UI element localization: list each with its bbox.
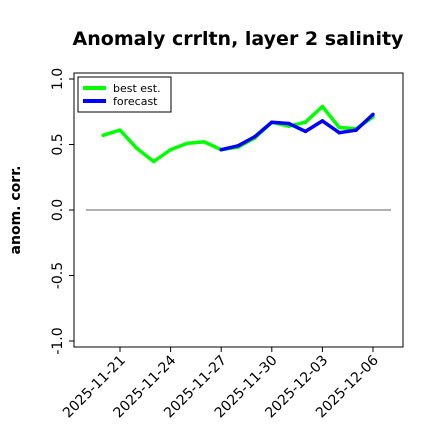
y-tick-label: 1.0	[50, 68, 66, 90]
data-point-forecast	[236, 144, 240, 148]
y-axis-label: anom. corr.	[8, 166, 24, 255]
legend: best est. forecast	[77, 76, 172, 113]
data-point-best-est	[168, 147, 173, 152]
data-point-best-est	[320, 104, 325, 109]
data-point-forecast	[253, 134, 257, 139]
data-point-best-est	[135, 146, 139, 151]
data-point-forecast	[219, 147, 223, 152]
data-point-best-est	[337, 125, 342, 130]
series-line-forecast	[220, 113, 375, 152]
data-point-best-est	[303, 120, 308, 124]
legend-label-forecast: forecast	[113, 95, 158, 108]
y-axis: -1.0 -0.5 0.0 0.5 1.0	[50, 68, 74, 355]
y-tick-label: -1.0	[50, 327, 66, 354]
data-point-best-est	[185, 141, 190, 145]
data-point-forecast	[354, 128, 358, 132]
data-point-forecast	[286, 121, 291, 126]
legend-label-best-est: best est.	[113, 82, 161, 95]
series-layer	[101, 104, 375, 164]
data-point-forecast	[270, 120, 274, 124]
data-point-forecast	[371, 112, 375, 117]
data-point-best-est	[202, 140, 207, 144]
y-tick-label: -0.5	[50, 262, 66, 289]
legend-box	[77, 76, 172, 113]
data-point-forecast	[303, 129, 308, 134]
data-point-forecast	[320, 119, 325, 123]
y-tick-label: 0.0	[50, 199, 66, 221]
data-point-best-est	[101, 133, 105, 138]
y-tick-label: 0.5	[50, 133, 66, 155]
data-point-best-est	[118, 128, 122, 132]
chart-title: Anomaly crrltn, layer 2 salinity	[73, 28, 404, 50]
data-point-best-est	[151, 159, 156, 164]
data-point-forecast	[337, 130, 342, 135]
